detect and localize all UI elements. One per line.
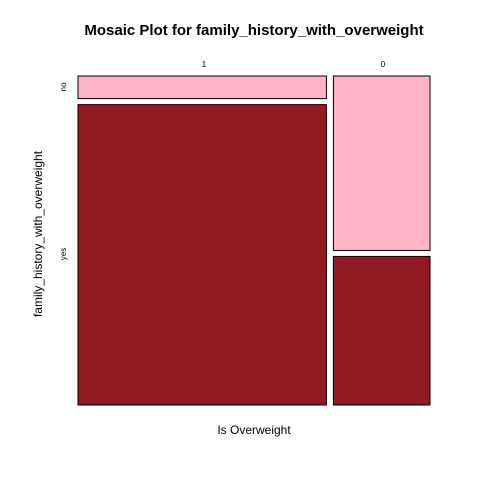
mosaic-cell-1-yes xyxy=(77,104,327,406)
x-tick-labels: 1 0 xyxy=(202,60,386,69)
mosaic-cell-1-no xyxy=(77,75,327,100)
x-tick-label-0: 0 xyxy=(381,60,386,69)
mosaic-cell-0-no xyxy=(332,75,431,251)
x-tick-label-1: 1 xyxy=(202,60,207,69)
mosaic-cell-0-yes xyxy=(332,255,431,406)
x-axis-label: Is Overweight xyxy=(217,423,291,437)
chart-title: Mosaic Plot for family_history_with_over… xyxy=(84,22,423,39)
y-tick-labels: no yes xyxy=(59,82,68,260)
mosaic-cells xyxy=(77,75,431,406)
y-axis-label: family_history_with_overweight xyxy=(31,150,45,317)
y-tick-label-no: no xyxy=(59,82,68,91)
y-tick-label-yes: yes xyxy=(59,248,68,260)
